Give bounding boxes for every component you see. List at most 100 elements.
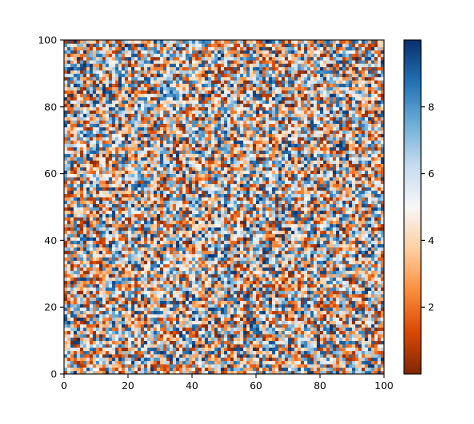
heatmap-cell bbox=[118, 293, 122, 298]
heatmap-cell bbox=[195, 297, 199, 301]
heatmap-cell bbox=[166, 363, 170, 368]
heatmap-cell bbox=[176, 283, 180, 288]
heatmap-cell bbox=[310, 303, 314, 308]
heatmap-cell bbox=[147, 277, 151, 281]
heatmap-cell bbox=[313, 297, 318, 301]
heatmap-cell bbox=[352, 367, 356, 372]
heatmap-cell bbox=[323, 243, 327, 248]
heatmap-cell bbox=[198, 270, 202, 275]
heatmap-cell bbox=[124, 253, 129, 258]
heatmap-cell bbox=[339, 343, 343, 348]
heatmap-cell bbox=[310, 313, 314, 318]
heatmap-cell bbox=[99, 297, 103, 301]
heatmap-cell bbox=[262, 347, 266, 352]
heatmap-cell bbox=[323, 317, 327, 321]
heatmap-cell bbox=[140, 287, 145, 291]
heatmap-cell bbox=[163, 303, 167, 308]
heatmap-cell bbox=[169, 323, 174, 328]
heatmap-cell bbox=[329, 290, 334, 295]
heatmap-cell bbox=[176, 210, 180, 215]
heatmap-cell bbox=[140, 227, 145, 231]
heatmap-cell bbox=[105, 277, 110, 281]
heatmap-cell bbox=[352, 247, 356, 251]
heatmap-cell bbox=[96, 277, 100, 281]
heatmap-cell bbox=[102, 280, 106, 285]
heatmap-cell bbox=[220, 333, 225, 338]
heatmap-cell bbox=[342, 327, 346, 331]
heatmap-cell bbox=[134, 333, 138, 338]
heatmap-cell bbox=[300, 293, 305, 298]
heatmap-cell bbox=[294, 320, 298, 325]
heatmap-cell bbox=[278, 323, 282, 328]
heatmap-cell bbox=[265, 240, 270, 245]
heatmap-cell bbox=[64, 217, 68, 221]
heatmap-cell bbox=[332, 283, 337, 288]
heatmap-cell bbox=[96, 333, 100, 338]
heatmap-cell bbox=[99, 317, 103, 321]
heatmap-cell bbox=[195, 343, 199, 348]
heatmap-cell bbox=[76, 330, 81, 335]
heatmap-cell bbox=[192, 257, 196, 261]
heatmap-cell bbox=[236, 243, 241, 248]
heatmap-cell bbox=[310, 330, 314, 335]
heatmap-cell bbox=[236, 343, 241, 348]
heatmap-cell bbox=[67, 250, 71, 255]
heatmap-cell bbox=[140, 240, 145, 245]
heatmap-cell bbox=[326, 347, 330, 352]
heatmap-cell bbox=[326, 357, 330, 362]
heatmap-cell bbox=[262, 313, 266, 318]
heatmap-cell bbox=[64, 330, 68, 335]
heatmap-cell bbox=[211, 353, 215, 358]
heatmap-cell bbox=[67, 280, 71, 285]
heatmap-cell bbox=[364, 300, 369, 305]
heatmap-cell bbox=[112, 207, 116, 211]
heatmap-cell bbox=[201, 313, 206, 318]
heatmap-cell bbox=[246, 340, 250, 345]
heatmap-cell bbox=[252, 237, 257, 241]
heatmap-cell bbox=[150, 280, 154, 285]
heatmap-cell bbox=[144, 327, 148, 331]
heatmap-cell bbox=[307, 257, 311, 261]
heatmap-cell bbox=[217, 350, 222, 355]
heatmap-cell bbox=[73, 310, 78, 315]
heatmap-cell bbox=[297, 237, 302, 241]
heatmap-cell bbox=[134, 290, 138, 295]
heatmap-cell bbox=[115, 347, 119, 352]
heatmap-cell bbox=[345, 347, 350, 352]
heatmap-cell bbox=[246, 357, 250, 362]
heatmap-cell bbox=[153, 210, 158, 215]
heatmap-cell bbox=[224, 300, 228, 305]
heatmap-cell bbox=[188, 243, 193, 248]
heatmap-cell bbox=[96, 350, 100, 355]
heatmap-cell bbox=[300, 207, 305, 211]
heatmap-cell bbox=[233, 347, 238, 352]
heatmap-cell bbox=[99, 347, 103, 352]
heatmap-cell bbox=[195, 360, 199, 365]
heatmap-cell bbox=[217, 260, 222, 265]
heatmap-cell bbox=[96, 223, 100, 228]
heatmap-cell bbox=[294, 280, 298, 285]
heatmap-cell bbox=[316, 333, 321, 338]
heatmap-cell bbox=[118, 270, 122, 275]
heatmap-cell bbox=[198, 353, 202, 358]
heatmap-cell bbox=[201, 223, 206, 228]
heatmap-cell bbox=[92, 363, 97, 368]
heatmap-cell bbox=[179, 250, 183, 255]
heatmap-cell bbox=[256, 223, 260, 228]
heatmap-cell bbox=[374, 360, 378, 365]
heatmap-cell bbox=[70, 327, 74, 331]
heatmap-cell bbox=[310, 310, 314, 315]
heatmap-cell bbox=[76, 307, 81, 311]
heatmap-cell bbox=[374, 283, 378, 288]
heatmap-cell bbox=[108, 337, 113, 341]
heatmap-cell bbox=[320, 333, 324, 338]
heatmap-cell bbox=[272, 247, 276, 251]
heatmap-cell bbox=[262, 217, 266, 221]
heatmap-cell bbox=[121, 357, 126, 362]
heatmap-cell bbox=[156, 240, 161, 245]
heatmap-cell bbox=[64, 210, 68, 215]
heatmap-cell bbox=[204, 313, 209, 318]
heatmap-cell bbox=[124, 327, 129, 331]
heatmap-cell bbox=[284, 343, 289, 348]
heatmap-cell bbox=[380, 307, 385, 311]
